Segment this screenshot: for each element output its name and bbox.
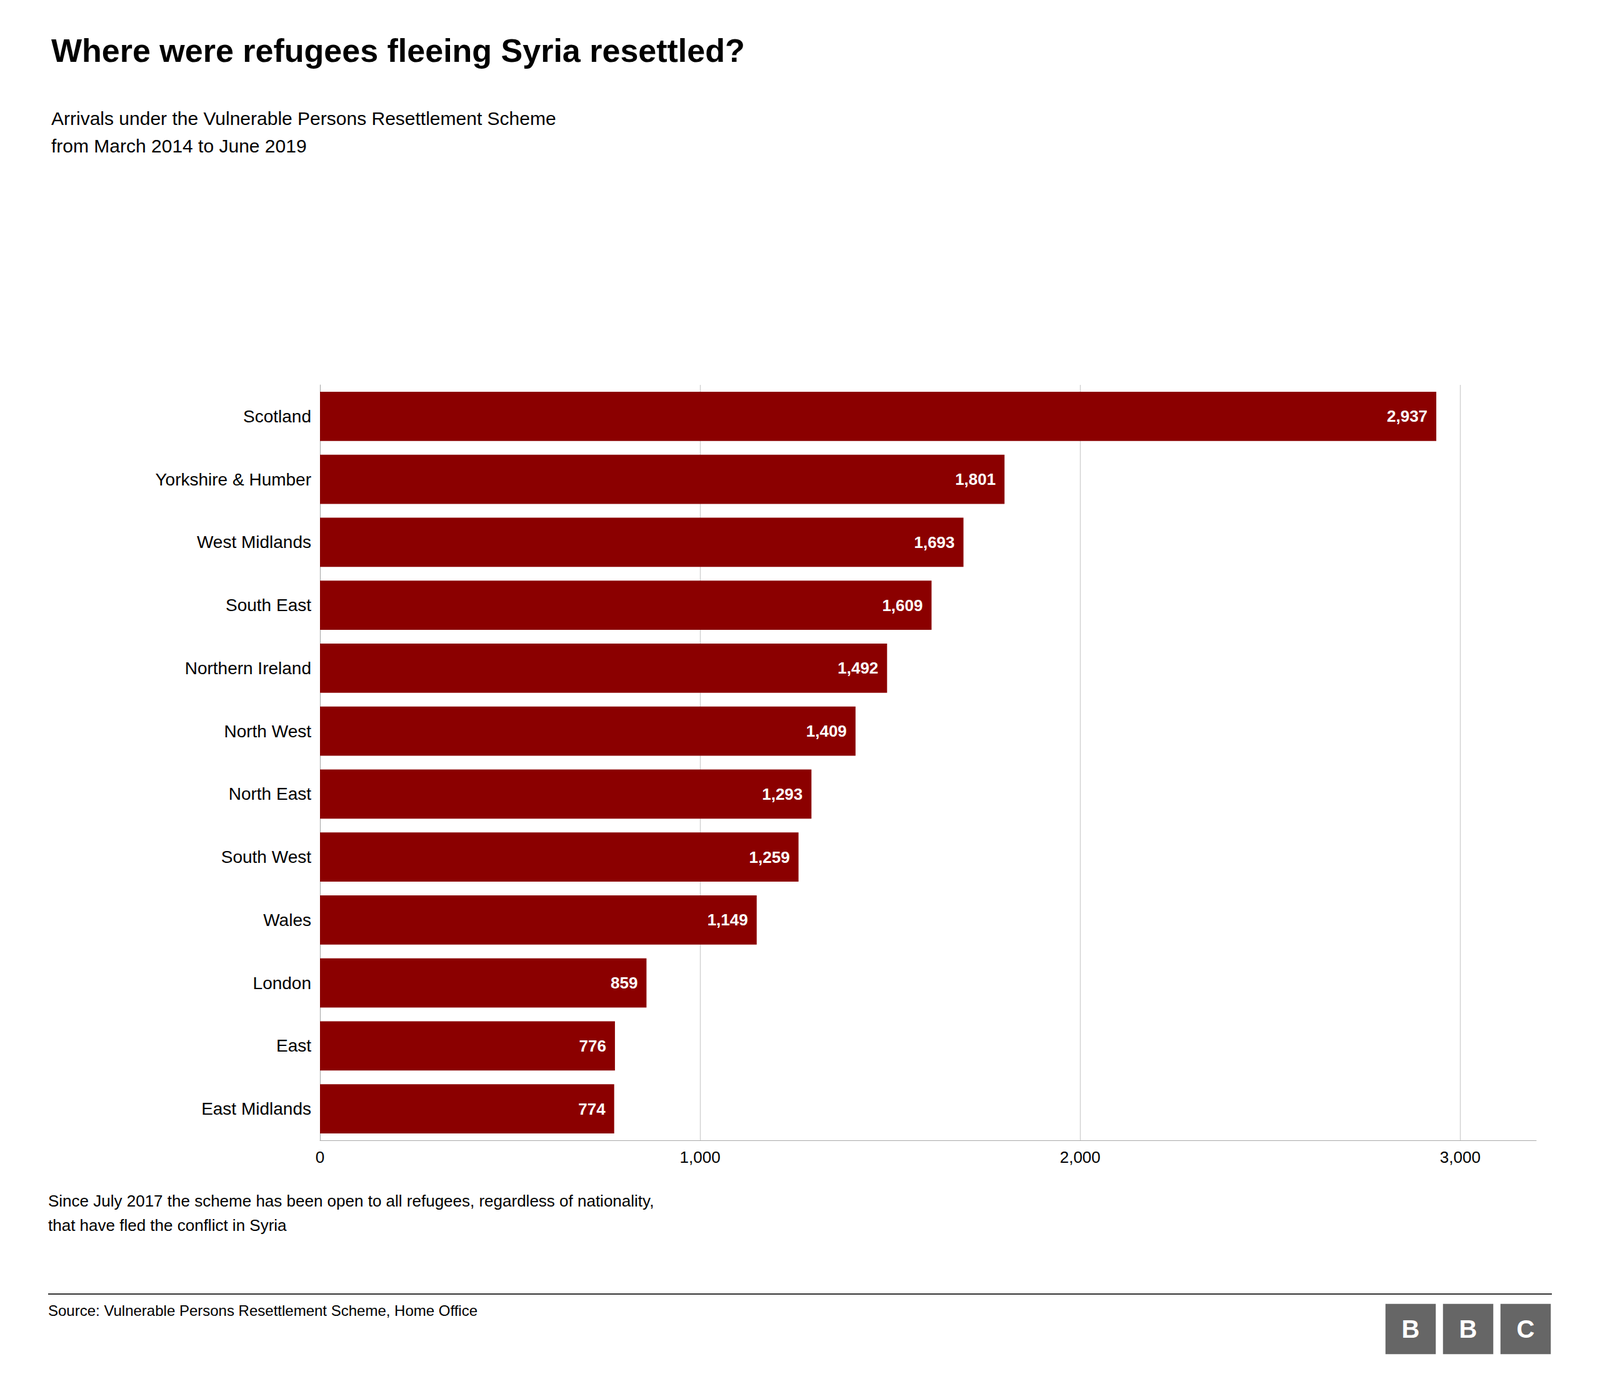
svg-text:1,149: 1,149 — [707, 910, 749, 930]
svg-text:from March 2014 to June 2019: from March 2014 to June 2019 — [51, 135, 307, 157]
svg-text:1,409: 1,409 — [806, 721, 847, 741]
svg-text:B: B — [1401, 1315, 1420, 1344]
svg-text:0: 0 — [315, 1148, 325, 1167]
svg-text:Where were refugees fleeing Sy: Where were refugees fleeing Syria resett… — [51, 32, 745, 69]
svg-text:1,259: 1,259 — [749, 848, 790, 867]
svg-text:Source: Vulnerable Persons Res: Source: Vulnerable Persons Resettlement … — [48, 1302, 478, 1320]
svg-text:1,801: 1,801 — [955, 470, 996, 489]
svg-text:Wales: Wales — [263, 910, 312, 930]
svg-text:North West: North West — [223, 721, 312, 742]
svg-text:859: 859 — [610, 973, 638, 993]
svg-text:West Midlands: West Midlands — [196, 532, 312, 552]
svg-text:776: 776 — [579, 1036, 607, 1056]
svg-text:East: East — [276, 1036, 312, 1056]
svg-text:774: 774 — [578, 1100, 606, 1119]
svg-text:3,000: 3,000 — [1440, 1148, 1481, 1167]
svg-text:Since July 2017 the scheme has: Since July 2017 the scheme has been open… — [48, 1191, 654, 1211]
svg-text:London: London — [253, 973, 312, 994]
svg-text:B: B — [1459, 1315, 1478, 1344]
svg-text:North East: North East — [228, 784, 312, 804]
svg-text:1,693: 1,693 — [913, 533, 955, 552]
svg-text:2,937: 2,937 — [1386, 406, 1428, 426]
svg-text:1,293: 1,293 — [761, 785, 803, 804]
svg-text:1,609: 1,609 — [881, 596, 923, 615]
svg-text:Yorkshire & Humber: Yorkshire & Humber — [155, 470, 312, 490]
svg-text:East Midlands: East Midlands — [201, 1099, 312, 1119]
svg-text:1,000: 1,000 — [680, 1148, 721, 1167]
svg-text:C: C — [1516, 1315, 1535, 1344]
svg-text:2,000: 2,000 — [1060, 1148, 1101, 1167]
svg-text:Northern Ireland: Northern Ireland — [185, 658, 312, 679]
svg-text:that have fled the conflict in: that have fled the conflict in Syria — [48, 1216, 287, 1235]
svg-text:South East: South East — [225, 595, 312, 615]
svg-text:South West: South West — [221, 847, 312, 867]
svg-text:Arrivals under the Vulnerable: Arrivals under the Vulnerable Persons Re… — [51, 108, 557, 129]
svg-text:Scotland: Scotland — [243, 406, 312, 427]
svg-text:1,492: 1,492 — [837, 658, 879, 678]
